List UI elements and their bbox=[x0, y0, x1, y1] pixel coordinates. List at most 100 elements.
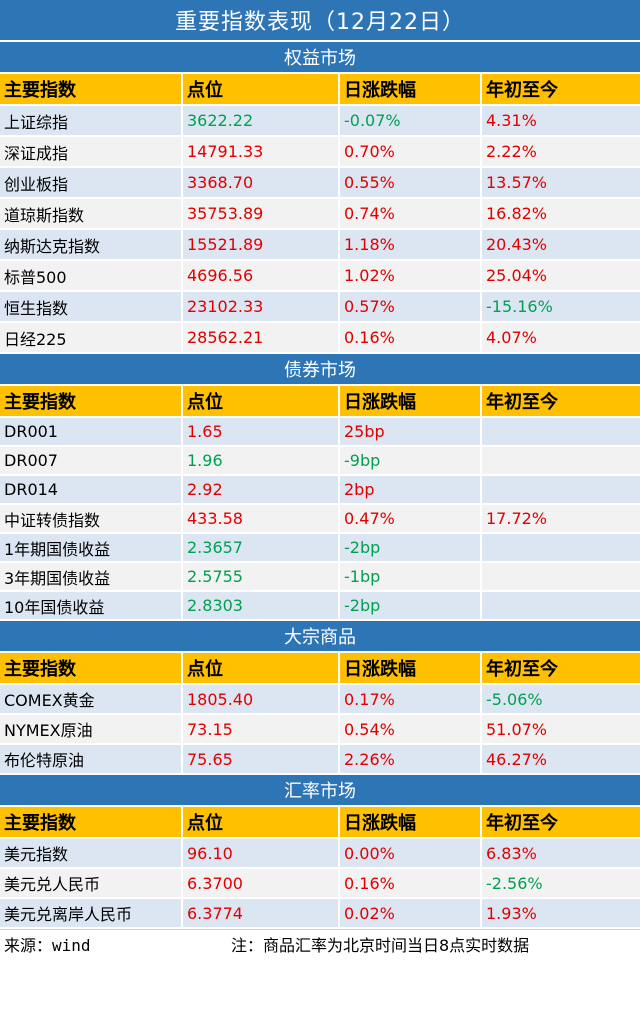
table-row: 中证转债指数 433.58 0.47% 17.72% bbox=[0, 505, 640, 534]
cell-ytd: 16.82% bbox=[486, 204, 548, 223]
table-header-row: 主要指数 点位 日涨跌幅 年初至今 bbox=[0, 653, 640, 685]
table-row: 上证综指 3622.22 -0.07% 4.31% bbox=[0, 106, 640, 137]
table-row: COMEX黄金 1805.40 0.17% -5.06% bbox=[0, 685, 640, 715]
table-row: 美元指数 96.10 0.00% 6.83% bbox=[0, 839, 640, 869]
header-col4: 年初至今 bbox=[486, 392, 558, 413]
source-label: 来源：wind bbox=[4, 936, 91, 955]
header-col3: 日涨跌幅 bbox=[340, 653, 482, 683]
footer: 来源：wind 注：商品汇率为北京时间当日8点实时数据 bbox=[0, 929, 640, 958]
cell-ytd bbox=[482, 534, 640, 561]
cell-ytd: -15.16% bbox=[486, 297, 553, 316]
table-row: 1年期国债收益 2.3657 -2bp bbox=[0, 534, 640, 563]
cell-ytd bbox=[482, 447, 640, 474]
cell-name: 深证成指 bbox=[0, 137, 183, 166]
cell-value: 15521.89 bbox=[183, 230, 340, 259]
cell-name: DR014 bbox=[0, 476, 183, 503]
cell-value: 35753.89 bbox=[183, 199, 340, 228]
cell-name: DR007 bbox=[0, 447, 183, 474]
cell-name: 恒生指数 bbox=[0, 292, 183, 321]
cell-change: 0.57% bbox=[340, 292, 482, 321]
cell-value: 433.58 bbox=[183, 505, 340, 532]
cell-change: 0.55% bbox=[340, 168, 482, 197]
cell-value: 4696.56 bbox=[183, 261, 340, 290]
table-row: 道琼斯指数 35753.89 0.74% 16.82% bbox=[0, 199, 640, 230]
cell-ytd bbox=[482, 476, 640, 503]
footnote: 注：商品汇率为北京时间当日8点实时数据 bbox=[231, 936, 530, 955]
cell-name: 道琼斯指数 bbox=[0, 199, 183, 228]
table-row: 3年期国债收益 2.5755 -1bp bbox=[0, 563, 640, 592]
cell-value: 1.65 bbox=[183, 418, 340, 445]
cell-change: 0.54% bbox=[340, 715, 482, 743]
cell-change: -1bp bbox=[340, 563, 482, 590]
table-row: 标普500 4696.56 1.02% 25.04% bbox=[0, 261, 640, 292]
cell-change: -0.07% bbox=[340, 106, 482, 135]
table-row: DR007 1.96 -9bp bbox=[0, 447, 640, 476]
cell-name: 布伦特原油 bbox=[0, 745, 183, 773]
cell-name: 3年期国债收益 bbox=[0, 563, 183, 590]
cell-ytd: 2.22% bbox=[486, 142, 537, 161]
table-header-row: 主要指数 点位 日涨跌幅 年初至今 bbox=[0, 74, 640, 106]
section-title: 债券市场 bbox=[0, 354, 640, 386]
table-row: 纳斯达克指数 15521.89 1.18% 20.43% bbox=[0, 230, 640, 261]
cell-name: COMEX黄金 bbox=[0, 685, 183, 713]
cell-value: 28562.21 bbox=[183, 323, 340, 352]
cell-name: 标普500 bbox=[0, 261, 183, 290]
table-row: 美元兑人民币 6.3700 0.16% -2.56% bbox=[0, 869, 640, 899]
cell-value: 6.3700 bbox=[183, 869, 340, 897]
cell-value: 75.65 bbox=[183, 745, 340, 773]
cell-name: 上证综指 bbox=[0, 106, 183, 135]
cell-change: 0.16% bbox=[340, 323, 482, 352]
section-title: 权益市场 bbox=[0, 42, 640, 74]
cell-ytd: 20.43% bbox=[486, 235, 548, 254]
cell-ytd: 1.93% bbox=[486, 903, 537, 923]
cell-value: 2.5755 bbox=[183, 563, 340, 590]
table-row: DR001 1.65 25bp bbox=[0, 418, 640, 447]
table-header-row: 主要指数 点位 日涨跌幅 年初至今 bbox=[0, 386, 640, 418]
cell-name: 创业板指 bbox=[0, 168, 183, 197]
section-title: 汇率市场 bbox=[0, 775, 640, 807]
table-row: 布伦特原油 75.65 2.26% 46.27% bbox=[0, 745, 640, 775]
table-row: 美元兑离岸人民币 6.3774 0.02% 1.93% bbox=[0, 899, 640, 929]
cell-name: 日经225 bbox=[0, 323, 183, 352]
header-col2: 点位 bbox=[183, 386, 340, 416]
cell-ytd: 25.04% bbox=[486, 266, 548, 285]
cell-ytd: 51.07% bbox=[486, 719, 548, 739]
cell-change: 0.00% bbox=[340, 839, 482, 867]
cell-ytd: 4.07% bbox=[486, 328, 537, 347]
cell-value: 73.15 bbox=[183, 715, 340, 743]
cell-change: 0.47% bbox=[340, 505, 482, 532]
cell-value: 6.3774 bbox=[183, 899, 340, 927]
header-col2: 点位 bbox=[183, 74, 340, 104]
header-col1: 主要指数 bbox=[0, 807, 183, 837]
cell-ytd bbox=[482, 418, 640, 445]
cell-change: 0.74% bbox=[340, 199, 482, 228]
cell-value: 2.8303 bbox=[183, 592, 340, 619]
table-row: 恒生指数 23102.33 0.57% -15.16% bbox=[0, 292, 640, 323]
cell-value: 1805.40 bbox=[183, 685, 340, 713]
cell-change: 0.02% bbox=[340, 899, 482, 927]
page-title: 重要指数表现（12月22日） bbox=[0, 0, 640, 42]
cell-ytd bbox=[482, 563, 640, 590]
table-header-row: 主要指数 点位 日涨跌幅 年初至今 bbox=[0, 807, 640, 839]
table-row: 深证成指 14791.33 0.70% 2.22% bbox=[0, 137, 640, 168]
header-col3: 日涨跌幅 bbox=[340, 386, 482, 416]
cell-value: 96.10 bbox=[183, 839, 340, 867]
cell-value: 3622.22 bbox=[183, 106, 340, 135]
header-col1: 主要指数 bbox=[0, 653, 183, 683]
header-col2: 点位 bbox=[183, 807, 340, 837]
cell-ytd: 17.72% bbox=[486, 509, 548, 528]
cell-change: 1.02% bbox=[340, 261, 482, 290]
table-row: 日经225 28562.21 0.16% 4.07% bbox=[0, 323, 640, 354]
cell-value: 2.92 bbox=[183, 476, 340, 503]
header-col3: 日涨跌幅 bbox=[340, 74, 482, 104]
section-title: 大宗商品 bbox=[0, 621, 640, 653]
table-row: DR014 2.92 2bp bbox=[0, 476, 640, 505]
cell-change: 1.18% bbox=[340, 230, 482, 259]
cell-name: 美元兑离岸人民币 bbox=[0, 899, 183, 927]
cell-name: DR001 bbox=[0, 418, 183, 445]
cell-change: 0.17% bbox=[340, 685, 482, 713]
cell-value: 3368.70 bbox=[183, 168, 340, 197]
header-col3: 日涨跌幅 bbox=[340, 807, 482, 837]
cell-ytd: 6.83% bbox=[486, 843, 537, 863]
cell-name: NYMEX原油 bbox=[0, 715, 183, 743]
